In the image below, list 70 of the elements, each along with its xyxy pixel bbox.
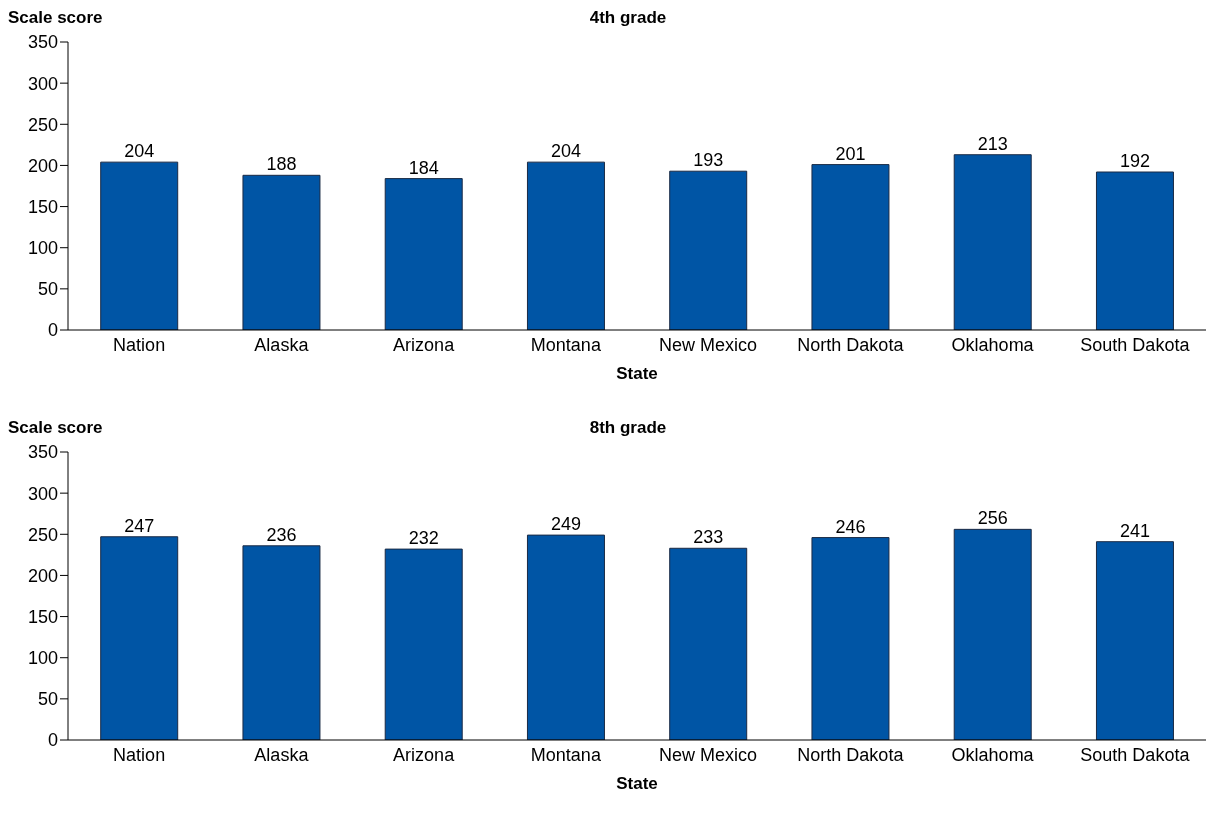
x-tick-label: Arizona <box>393 334 456 355</box>
data-label: 233 <box>693 527 724 548</box>
x-tick-label: Nation <box>113 744 166 765</box>
bar <box>669 170 748 330</box>
y-tick-label: 100 <box>27 238 58 259</box>
data-label: 232 <box>408 528 439 549</box>
x-axis-title: State <box>615 364 659 384</box>
bar <box>811 164 890 330</box>
x-tick-label: North Dakota <box>797 744 905 765</box>
x-tick-label: Nation <box>113 334 166 355</box>
data-label: 201 <box>835 143 866 164</box>
y-tick-label: 50 <box>37 689 58 710</box>
y-tick-label: 300 <box>27 483 58 504</box>
y-tick-label: 350 <box>27 32 58 53</box>
data-label: 246 <box>835 516 866 537</box>
bar <box>100 161 179 330</box>
data-label: 241 <box>1119 520 1150 541</box>
y-tick-label: 150 <box>27 606 58 627</box>
y-tick-label: 350 <box>27 442 58 463</box>
x-tick-label: South Dakota <box>1080 334 1191 355</box>
data-label: 236 <box>266 524 297 545</box>
bar <box>526 161 605 330</box>
x-axis-title: State <box>615 774 659 794</box>
bar <box>100 536 179 740</box>
bar <box>953 528 1032 740</box>
y-tick-label: 250 <box>27 114 58 135</box>
y-tick-label: 250 <box>27 524 58 545</box>
data-label: 184 <box>408 157 439 178</box>
data-label: 213 <box>977 133 1008 154</box>
data-label: 204 <box>124 141 155 162</box>
bar <box>1095 541 1174 740</box>
y-axis-title: Scale score <box>8 8 103 28</box>
bar <box>953 154 1032 330</box>
x-tick-label: North Dakota <box>797 334 905 355</box>
x-tick-label: New Mexico <box>659 334 758 355</box>
x-tick-label: Montana <box>530 334 602 355</box>
y-tick-label: 100 <box>27 648 58 669</box>
data-label: 193 <box>693 150 724 171</box>
y-tick-label: 0 <box>47 730 58 751</box>
bar <box>384 548 463 740</box>
x-tick-label: Montana <box>530 744 602 765</box>
data-label: 249 <box>550 514 581 535</box>
data-label: 247 <box>124 515 155 536</box>
y-tick-label: 200 <box>27 155 58 176</box>
bar <box>811 537 890 740</box>
y-tick-label: 300 <box>27 73 58 94</box>
y-tick-label: 50 <box>37 279 58 300</box>
chart-title: 4th grade <box>588 8 668 28</box>
x-tick-label: Oklahoma <box>951 744 1035 765</box>
bar <box>242 174 321 330</box>
y-tick-label: 200 <box>27 565 58 586</box>
y-axis-title: Scale score <box>8 418 103 438</box>
data-label: 192 <box>1119 151 1150 172</box>
y-tick-label: 150 <box>27 196 58 217</box>
x-tick-label: Alaska <box>254 744 310 765</box>
x-tick-label: New Mexico <box>659 744 758 765</box>
bar <box>669 547 748 740</box>
data-label: 256 <box>977 508 1008 529</box>
y-tick-label: 0 <box>47 320 58 341</box>
bar <box>384 178 463 330</box>
data-label: 204 <box>550 141 581 162</box>
data-label: 188 <box>266 154 297 175</box>
x-tick-label: Oklahoma <box>951 334 1035 355</box>
x-tick-label: South Dakota <box>1080 744 1191 765</box>
x-tick-label: Alaska <box>254 334 310 355</box>
chart-title: 8th grade <box>588 418 668 438</box>
bar <box>526 534 605 740</box>
bar <box>242 545 321 740</box>
x-tick-label: Arizona <box>393 744 456 765</box>
bar <box>1095 171 1174 330</box>
